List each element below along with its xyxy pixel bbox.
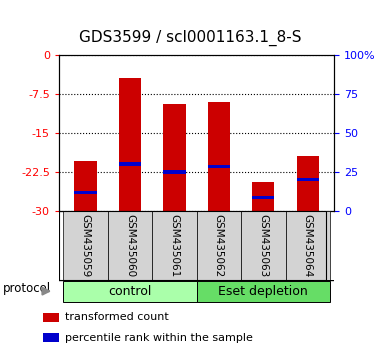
Bar [297, 178, 319, 181]
Bar [197, 211, 241, 280]
Bar [43, 333, 59, 342]
Bar [152, 211, 197, 280]
Text: GSM435062: GSM435062 [214, 213, 224, 277]
Bar [241, 211, 285, 280]
Bar [163, 104, 185, 211]
Bar [74, 161, 97, 211]
Bar [163, 170, 185, 173]
Bar [208, 102, 230, 211]
Bar [197, 281, 330, 302]
Bar [119, 162, 141, 166]
Text: GSM435064: GSM435064 [303, 213, 313, 277]
Bar [297, 156, 319, 211]
Bar [252, 196, 274, 199]
Bar [43, 313, 59, 322]
Text: GSM435060: GSM435060 [125, 213, 135, 277]
Bar [74, 191, 97, 194]
Bar [108, 211, 152, 280]
Bar [63, 281, 197, 302]
Text: protocol: protocol [3, 282, 51, 295]
Text: GSM435059: GSM435059 [81, 213, 90, 277]
Bar [252, 182, 274, 211]
Text: GSM435063: GSM435063 [258, 213, 268, 277]
Bar [208, 165, 230, 168]
Bar [63, 211, 108, 280]
Text: GSM435061: GSM435061 [169, 213, 179, 277]
Text: percentile rank within the sample: percentile rank within the sample [65, 332, 253, 343]
Bar [285, 211, 330, 280]
Text: Eset depletion: Eset depletion [218, 285, 308, 298]
Text: control: control [108, 285, 152, 298]
Text: GDS3599 / scl0001163.1_8-S: GDS3599 / scl0001163.1_8-S [79, 30, 301, 46]
Bar [119, 78, 141, 211]
Text: transformed count: transformed count [65, 312, 169, 322]
